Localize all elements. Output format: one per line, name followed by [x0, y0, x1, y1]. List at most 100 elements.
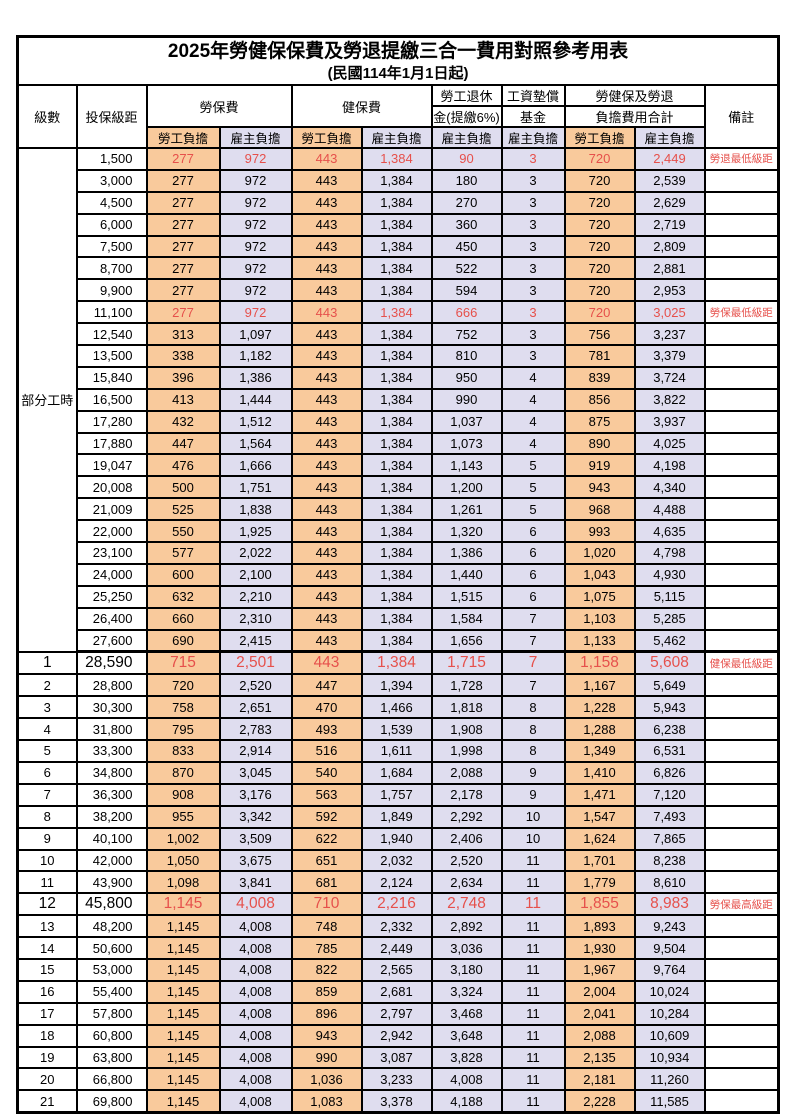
note-cell [703, 979, 780, 1004]
wage-fund-employer-cell: 11 [500, 1001, 566, 1026]
total-employee-cell: 1,624 [563, 826, 636, 851]
pension-employer-cell: 4,008 [430, 1067, 503, 1092]
col-header-pension-line2: 金(提繳6%) [430, 105, 503, 128]
table-row: 24,000 600 2,100 443 1,384 1,440 6 1,043 4,930 [18, 562, 780, 587]
total-employee-cell: 720 [563, 278, 636, 303]
wage-fund-employer-cell: 7 [500, 606, 566, 631]
total-employer-cell: 2,953 [633, 278, 706, 303]
table-row: 18 60,800 1,145 4,008 943 2,942 3,648 11 2,088 10… [16, 1023, 780, 1048]
labor-employer-cell: 4,008 [218, 1023, 293, 1048]
subheader-health-employer: 雇主負擔 [360, 126, 433, 149]
labor-employer-cell: 4,008 [218, 1089, 293, 1114]
table-title: 2025年勞健保保費及勞退提繳三合一費用對照參考用表 [167, 41, 629, 63]
health-employee-cell: 540 [290, 760, 363, 785]
table-row: 16 55,400 1,145 4,008 859 2,681 3,324 11 2,004 10… [16, 979, 780, 1004]
wage-fund-employer-cell: 11 [500, 1045, 566, 1070]
table-row: 11 43,900 1,098 3,841 681 2,124 2,634 11 1,779 8,… [16, 870, 780, 895]
labor-employer-cell: 1,444 [218, 387, 293, 412]
pension-employer-cell: 752 [430, 322, 503, 347]
total-employer-cell: 4,930 [633, 562, 706, 587]
pension-employer-cell: 2,406 [430, 826, 503, 851]
wage-fund-employer-cell: 4 [500, 365, 566, 390]
note-cell [703, 387, 780, 412]
salary-cell: 28,800 [75, 673, 148, 698]
table-row: 17,880 447 1,564 443 1,384 1,073 4 890 4,025 [18, 431, 780, 456]
labor-employee-cell: 715 [145, 650, 221, 676]
total-employer-cell: 4,198 [633, 453, 706, 478]
salary-cell: 40,100 [75, 826, 148, 851]
total-employee-cell: 720 [563, 168, 636, 193]
note-cell: 勞保最高級距 [703, 892, 780, 917]
salary-cell: 50,600 [75, 936, 148, 960]
labor-employee-cell: 690 [145, 628, 221, 654]
labor-employee-cell: 1,002 [145, 826, 221, 851]
level-cell: 18 [16, 1023, 78, 1048]
labor-employee-cell: 1,145 [145, 892, 221, 917]
labor-employer-cell: 972 [218, 212, 293, 237]
subheader-labor-employee: 勞工負擔 [145, 126, 221, 149]
table-row: 8,700 277 972 443 1,384 522 3 720 2,881 [18, 256, 780, 281]
premium-table: 2025年勞健保保費及勞退提繳三合一費用對照參考用表 (民國114年1月1日起)… [16, 35, 781, 1115]
salary-cell: 15,840 [75, 365, 148, 390]
labor-employer-cell: 3,675 [218, 848, 293, 873]
total-employee-cell: 1,133 [563, 628, 636, 654]
level-cell: 6 [16, 760, 78, 785]
table-header: 2025年勞健保保費及勞退提繳三合一費用對照參考用表 (民國114年1月1日起)… [16, 35, 780, 149]
health-employer-cell: 2,032 [360, 848, 433, 873]
pension-employer-cell: 1,386 [430, 541, 503, 565]
table-row: 21 69,800 1,145 4,008 1,083 3,378 4,188 11 2,228… [16, 1089, 780, 1114]
total-employee-cell: 943 [563, 475, 636, 500]
health-employer-cell: 1,384 [360, 541, 433, 565]
health-employee-cell: 443 [290, 475, 363, 500]
health-employer-cell: 1,384 [360, 431, 433, 456]
labor-employee-cell: 500 [145, 475, 221, 500]
table-body: 部分工時 1,500 277 972 443 1,384 90 3 720 2,449 勞退最低級距… [16, 147, 780, 1114]
level-cell: 11 [16, 870, 78, 895]
note-cell [703, 695, 780, 720]
note-cell [703, 1001, 780, 1026]
wage-fund-employer-cell: 6 [500, 584, 566, 609]
total-employer-cell: 6,531 [633, 739, 706, 763]
health-employer-cell: 2,449 [360, 936, 433, 960]
col-header-note: 備註 [703, 84, 780, 149]
level-cell: 10 [16, 848, 78, 873]
labor-employer-cell: 1,512 [218, 409, 293, 434]
labor-employer-cell: 2,310 [218, 606, 293, 631]
pension-employer-cell: 1,440 [430, 562, 503, 587]
labor-employee-cell: 313 [145, 322, 221, 347]
wage-fund-employer-cell: 4 [500, 409, 566, 434]
labor-employee-cell: 277 [145, 300, 221, 325]
health-employer-cell: 1,384 [360, 278, 433, 303]
level-cell: 8 [16, 804, 78, 829]
note-cell [703, 870, 780, 895]
wage-fund-employer-cell: 9 [500, 782, 566, 807]
labor-employer-cell: 1,386 [218, 365, 293, 390]
pension-employer-cell: 4,188 [430, 1089, 503, 1114]
total-employer-cell: 3,237 [633, 322, 706, 347]
labor-employee-cell: 908 [145, 782, 221, 807]
labor-employee-cell: 277 [145, 190, 221, 215]
pension-employer-cell: 1,584 [430, 606, 503, 631]
labor-employer-cell: 972 [218, 300, 293, 325]
total-employer-cell: 11,585 [633, 1089, 706, 1114]
subheader-labor-employer: 雇主負擔 [218, 126, 293, 149]
wage-fund-employer-cell: 3 [500, 147, 566, 171]
health-employer-cell: 3,378 [360, 1089, 433, 1114]
salary-cell: 17,880 [75, 431, 148, 456]
wage-fund-employer-cell: 4 [500, 387, 566, 412]
note-cell [703, 826, 780, 851]
total-employer-cell: 10,284 [633, 1001, 706, 1026]
salary-cell: 17,280 [75, 409, 148, 434]
salary-cell: 43,900 [75, 870, 148, 895]
health-employer-cell: 2,124 [360, 870, 433, 895]
total-employee-cell: 720 [563, 190, 636, 215]
health-employee-cell: 651 [290, 848, 363, 873]
labor-employer-cell: 1,182 [218, 344, 293, 368]
labor-employer-cell: 1,925 [218, 519, 293, 544]
table-row: 7 36,300 908 3,176 563 1,757 2,178 9 1,471 7,120 [16, 782, 780, 807]
total-employee-cell: 2,088 [563, 1023, 636, 1048]
health-employer-cell: 1,384 [360, 322, 433, 347]
wage-fund-employer-cell: 11 [500, 848, 566, 873]
note-cell: 勞保最低級距 [703, 300, 780, 325]
salary-cell: 9,900 [75, 278, 148, 303]
